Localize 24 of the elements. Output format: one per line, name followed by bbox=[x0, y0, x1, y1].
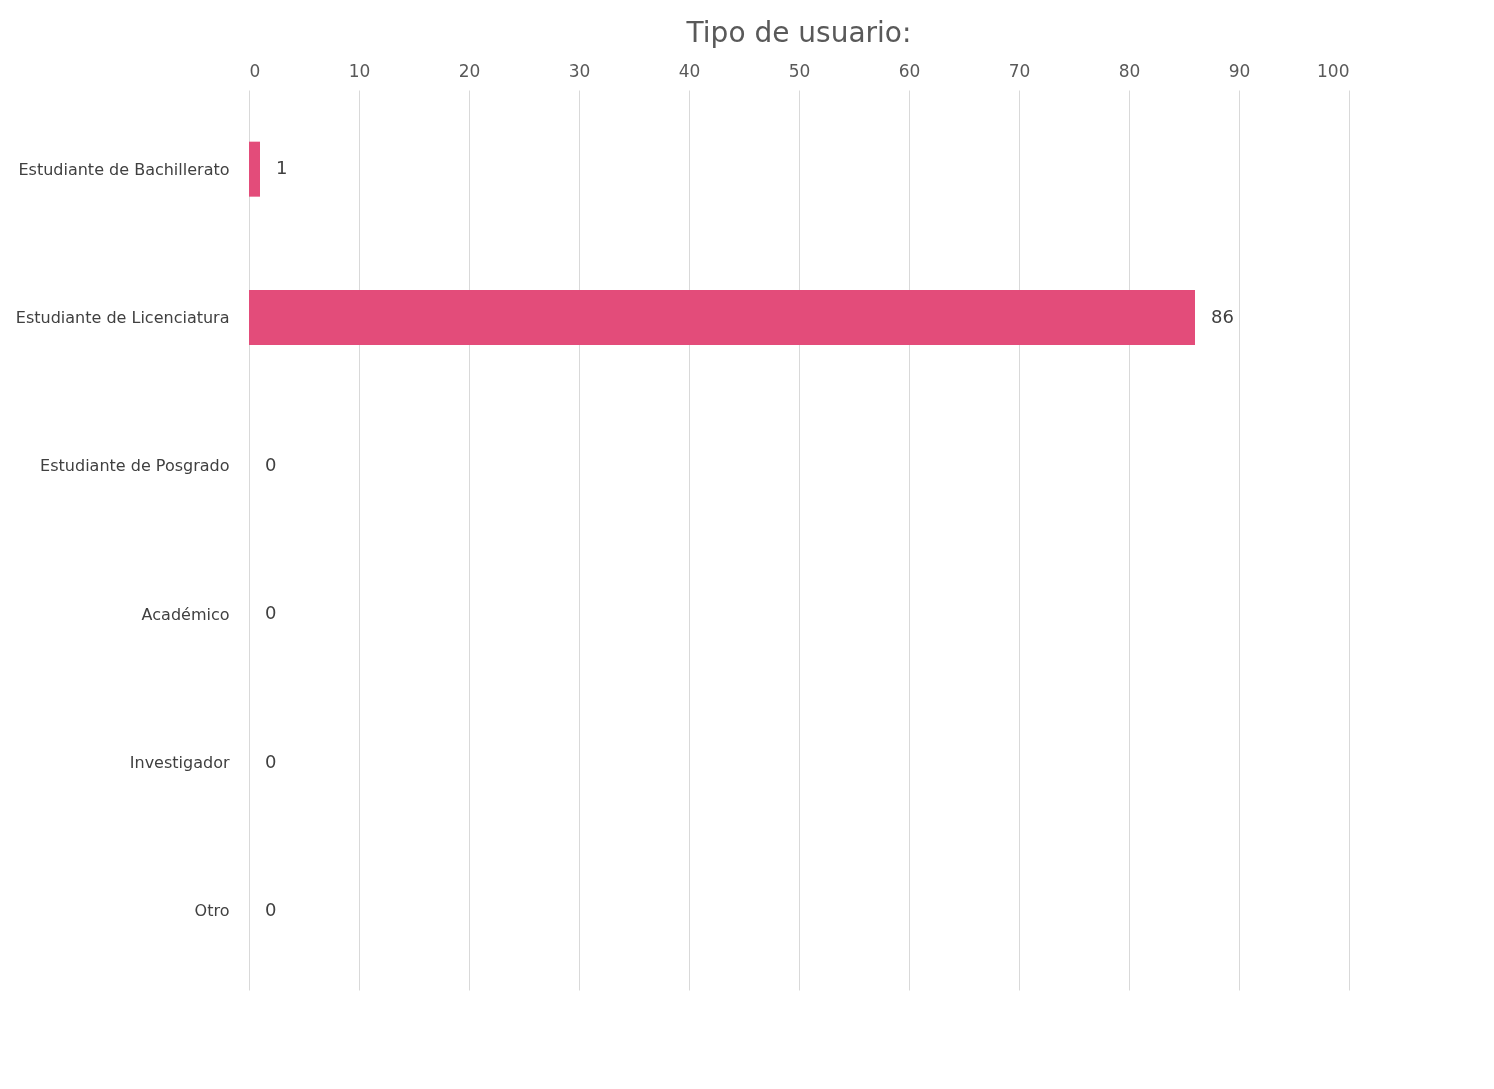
x-tick-label: 80 bbox=[1118, 60, 1141, 81]
data-label: 1 bbox=[276, 157, 288, 179]
data-label: 0 bbox=[265, 750, 277, 772]
x-tick-label: 50 bbox=[788, 60, 811, 81]
x-tick-label: 60 bbox=[898, 60, 921, 81]
x-tick-label: 30 bbox=[568, 60, 591, 81]
x-tick-label: 100 bbox=[1317, 60, 1350, 81]
x-tick-label: 90 bbox=[1228, 60, 1251, 81]
data-label: 0 bbox=[265, 453, 277, 475]
x-tick-label: 70 bbox=[1008, 60, 1031, 81]
y-tick-label: Investigador bbox=[129, 753, 230, 772]
x-tick-label: 10 bbox=[348, 60, 371, 81]
y-tick-label: Académico bbox=[141, 604, 230, 624]
x-tick-label: 40 bbox=[678, 60, 701, 81]
y-tick-label: Otro bbox=[194, 901, 230, 921]
data-label: 0 bbox=[265, 898, 277, 920]
y-tick-label: Estudiante de Licenciatura bbox=[15, 308, 230, 327]
data-label: 86 bbox=[1211, 305, 1234, 327]
y-tick-label: Estudiante de Bachillerato bbox=[18, 159, 230, 179]
x-tick-label: 0 bbox=[249, 60, 261, 81]
y-tick-label: Estudiante de Posgrado bbox=[40, 456, 230, 476]
chart-title: Tipo de usuario: bbox=[685, 16, 912, 49]
x-tick-label: 20 bbox=[458, 60, 481, 81]
data-label: 0 bbox=[265, 602, 277, 624]
